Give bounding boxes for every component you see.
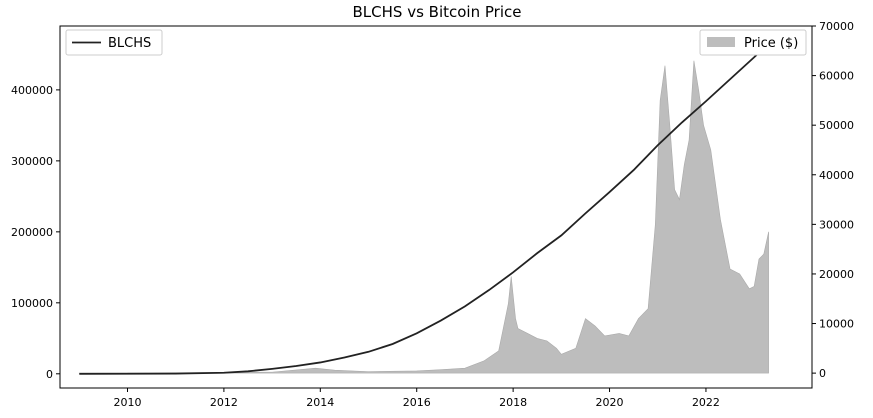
legend-right: Price ($)	[699, 29, 807, 56]
legend-right-area-swatch	[707, 37, 735, 47]
y-right-tick-label: 70000	[819, 20, 854, 33]
price-area-series	[78, 60, 769, 374]
y-right-tick-label: 50000	[819, 119, 854, 132]
legend-left-label: BLCHS	[108, 36, 151, 51]
x-tick-label: 2012	[210, 396, 238, 409]
x-tick-label: 2020	[596, 396, 624, 409]
y-left-tick-label: 300000	[11, 155, 53, 168]
y-right-tick-label: 10000	[819, 318, 854, 331]
price-area-layer	[78, 60, 769, 374]
plot-frame	[59, 25, 813, 389]
legend-left: BLCHS	[65, 29, 163, 56]
y-right-tick-label: 0	[819, 367, 826, 380]
y-left-tick-label: 0	[46, 368, 53, 381]
chart-title: BLCHS vs Bitcoin Price	[353, 3, 522, 21]
x-axis: 2010 2012 2014 2016 2018 2020 2022	[113, 388, 720, 409]
x-tick-label: 2018	[499, 396, 527, 409]
y-right-tick-label: 30000	[819, 218, 854, 231]
x-tick-label: 2010	[113, 396, 141, 409]
y-axis-right: 0 10000 20000 30000 40000 50000 60000 70000	[812, 20, 854, 380]
blchs-line-series	[79, 43, 770, 375]
legend-right-label: Price ($)	[744, 36, 798, 51]
legend-right-box	[699, 29, 807, 56]
y-axis-left: 0 100000 200000 300000 400000	[11, 84, 60, 381]
blchs-line-layer	[79, 43, 770, 375]
x-tick-label: 2016	[403, 396, 431, 409]
y-right-tick-label: 20000	[819, 268, 854, 281]
x-tick-label: 2014	[306, 396, 334, 409]
y-left-tick-label: 200000	[11, 226, 53, 239]
y-left-tick-label: 100000	[11, 297, 53, 310]
y-left-tick-label: 400000	[11, 84, 53, 97]
y-right-tick-label: 60000	[819, 70, 854, 83]
y-right-tick-label: 40000	[819, 169, 854, 182]
legend-left-box	[65, 29, 163, 56]
x-tick-label: 2022	[692, 396, 720, 409]
